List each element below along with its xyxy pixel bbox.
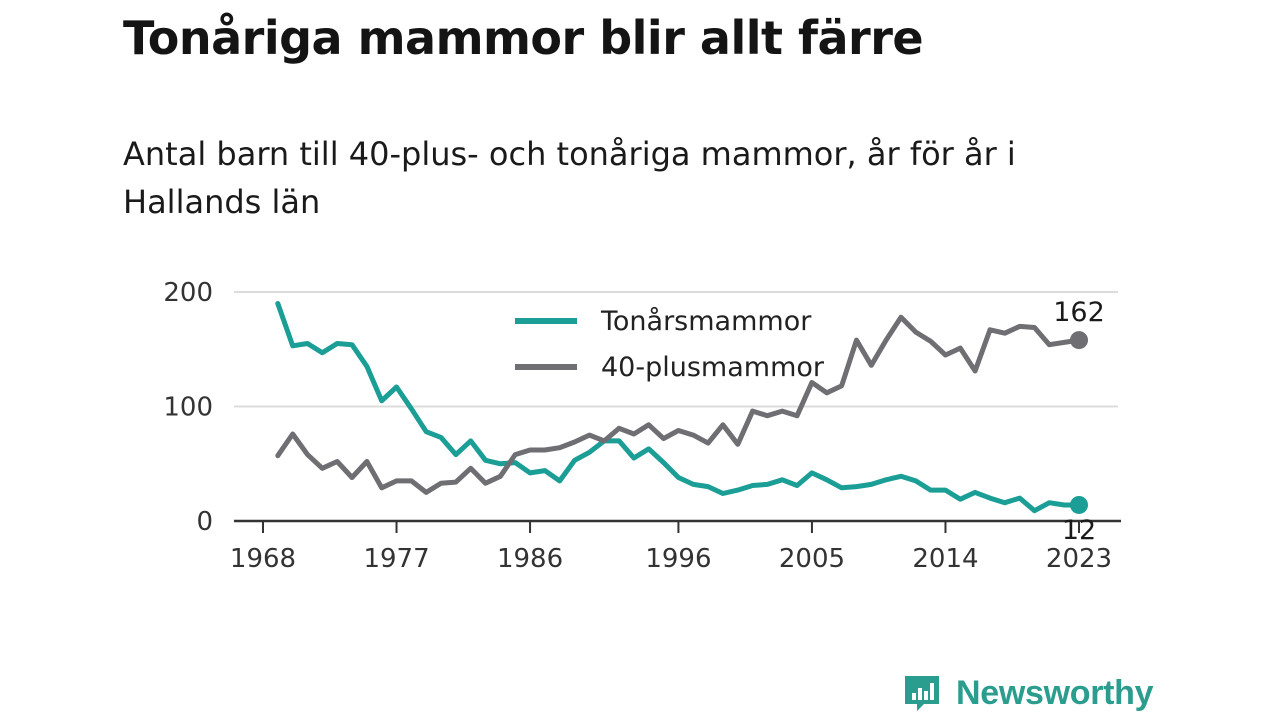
x-tick-label: 2014 [912, 544, 978, 574]
series-lines [275, 301, 1088, 514]
newsworthy-logo: Newsworthy [902, 670, 1154, 716]
brand-name: Newsworthy [956, 673, 1154, 712]
chart-subtitle: Antal barn till 40-plus- och tonåriga ma… [123, 135, 1016, 221]
x-tick-label: 1968 [230, 544, 296, 574]
bar-chart-speech-bubble-icon [905, 676, 939, 711]
chart-title: Tonåriga mammor blir allt färre [123, 11, 924, 65]
x-tick-label: 2023 [1046, 544, 1112, 574]
legend-label-0: Tonårsmammor [600, 306, 812, 337]
series-end-label-1: 162 [1053, 297, 1105, 328]
end-labels: 12 162 [1053, 297, 1105, 546]
x-tick-label: 1996 [645, 544, 711, 574]
x-tick-label: 2005 [779, 544, 845, 574]
series-end-marker-0 [1070, 495, 1088, 514]
x-tick-label: 1986 [497, 544, 563, 574]
legend: Tonårsmammor 40-plusmammor [515, 306, 825, 383]
y-tick-label: 100 [163, 393, 213, 423]
y-tick-label: 0 [196, 507, 213, 537]
axes: 0 100 200 1968 1977 1986 1996 2005 2014 2023 [163, 278, 1121, 574]
series-line-1 [275, 314, 1082, 495]
y-tick-label: 200 [163, 278, 213, 308]
series-end-marker-1 [1070, 331, 1088, 350]
gridlines [234, 291, 1118, 408]
series-end-label-0: 12 [1062, 515, 1096, 546]
series-line-0 [275, 301, 1082, 514]
legend-label-1: 40-plusmammor [601, 352, 825, 383]
x-tick-label: 1977 [363, 544, 429, 574]
